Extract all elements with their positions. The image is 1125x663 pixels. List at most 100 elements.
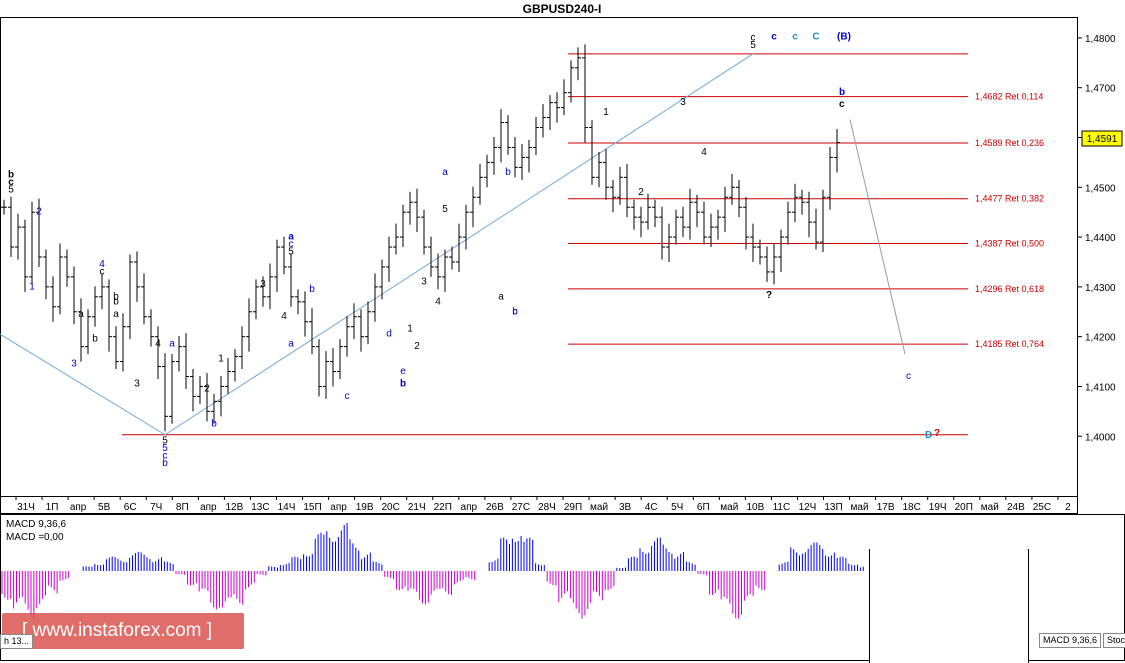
candle [421,209,427,255]
macd-label-1: MACD 9,36,6 [6,519,66,530]
price-tick-label: 1,4700 [1085,84,1116,95]
wave-label: b [512,306,518,317]
wave-label: d [386,329,392,340]
candle [358,309,364,352]
candlestick-series [1,44,840,432]
time-tick-label: 18С [902,502,920,513]
time-tick-label: 10В [746,502,764,513]
fibo-label: 1,4185 Ret 0,764 [975,339,1044,349]
time-tick-label: 12В [225,502,243,513]
candle [323,351,329,399]
wave-label: b [162,458,168,469]
candle [806,191,812,238]
time-tick-label: май [590,502,608,513]
wave-label: a [288,232,294,243]
time-tick-label: 5В [98,502,111,513]
wave-label: 5 [442,204,448,215]
price-tick-label: 1,4800 [1085,34,1116,45]
candle [22,219,28,292]
candle [617,166,623,205]
wave-label: a [113,309,119,320]
watermark-background [2,613,244,649]
candle [71,266,77,325]
candle [330,348,336,387]
wave-label: 4 [435,296,441,307]
candle [141,273,147,325]
question-mark-black: ? [766,290,772,301]
candle [8,196,14,257]
wave-label: 3 [71,359,77,370]
macd-tab[interactable]: MACD 9,36,6 [1039,633,1102,648]
candle [505,115,511,155]
time-tick-label: 2 [1065,502,1071,513]
candle [785,201,791,245]
left-tab[interactable]: h 13... [0,634,34,649]
candle [596,151,602,188]
wave-c-top-label: c [839,99,845,110]
wave-label: 3 [680,97,686,108]
candle [337,339,343,379]
candle [64,249,70,287]
watermark-text[interactable]: [ www.instaforex.com ] [22,620,213,641]
candle [351,303,357,340]
candle [204,373,210,422]
candle [463,204,469,250]
fibo-label: 1,4682 Ret 0,114 [975,92,1043,102]
wave-label: b [211,418,217,429]
candle [365,301,371,345]
wave-label: a [169,339,175,350]
wave-c-target-label: c [906,371,911,382]
candle [428,236,434,277]
wave-label: 1 [218,354,224,365]
candle [393,223,399,255]
candle [792,183,798,223]
wave-label: 1 [407,324,413,335]
trend-channel [0,53,754,436]
time-tick-label: апр [200,502,217,513]
candle [190,369,196,412]
price-tick-label: 1,4100 [1085,382,1116,393]
wave-label: 3 [260,279,266,290]
candle [729,173,735,205]
time-tick-label: 31Ч [17,502,35,513]
candle [302,291,308,337]
candle [183,333,189,389]
stoch-tab[interactable]: Stoc [1103,633,1125,648]
candle [750,223,756,262]
projection-line-segment [849,119,906,355]
wave-label: a [442,167,448,178]
wave-label: c [751,32,756,43]
macd-blank-region [869,549,1028,663]
time-tick-label: 20С [382,502,400,513]
time-tick-label: 12Ч [799,502,817,513]
time-tick-label: 20П [955,502,973,513]
time-tick-label: 4С [645,502,658,513]
candle [134,251,140,302]
wave-label: b [113,291,119,302]
fibo-label: 1,4477 Ret 0,382 [975,194,1044,204]
wave-label: b [8,169,14,180]
candle [603,148,609,200]
candle [162,353,168,432]
wave-label: 3 [134,378,140,389]
candle [519,143,525,180]
wave-label: e [400,366,406,377]
time-tick-label: 6С [124,502,137,513]
wave-label: 1 [29,281,35,292]
candle [274,239,280,292]
candle [813,208,819,250]
candle [624,163,630,218]
wave-label: c [345,391,350,402]
wave-label: 4 [99,259,105,270]
candle [15,213,21,260]
time-tick-label: 25С [1033,502,1051,513]
candle [113,326,119,370]
time-tick-label: 7Ч [150,502,162,513]
candle [652,199,658,228]
wave-label: c [771,31,777,42]
wave-label: 5 [288,247,294,258]
time-tick-label: 22П [434,502,452,513]
candle [561,79,567,116]
candle [435,253,441,290]
